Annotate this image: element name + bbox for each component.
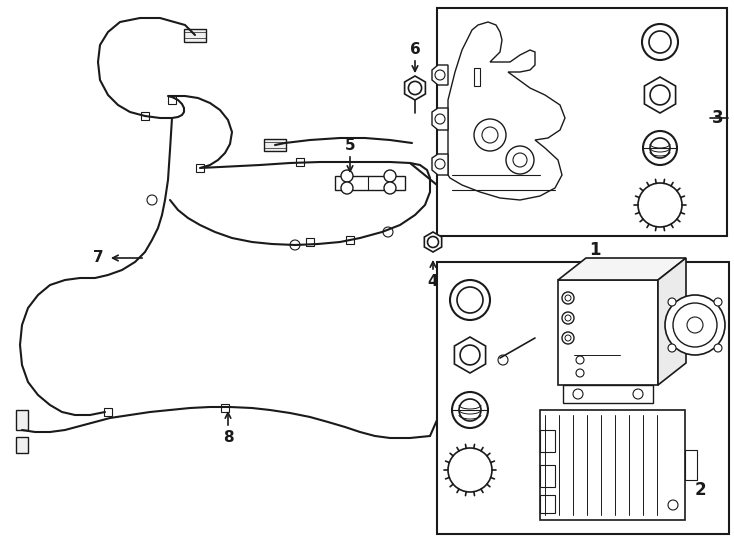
Circle shape [565,315,571,321]
Circle shape [474,119,506,151]
Circle shape [573,389,583,399]
Polygon shape [454,337,486,373]
Polygon shape [432,65,448,85]
Polygon shape [404,76,426,100]
Bar [264,139,286,151]
Bar [16,437,28,453]
Text: 4: 4 [428,274,438,289]
Bar [437,8,727,236]
Circle shape [408,82,421,94]
Circle shape [562,332,574,344]
Circle shape [668,500,678,510]
Circle shape [638,183,682,227]
Polygon shape [658,258,686,385]
Bar [16,410,28,430]
Circle shape [645,190,675,220]
Circle shape [643,131,677,165]
Circle shape [450,280,490,320]
Polygon shape [432,154,448,175]
Bar [685,450,697,480]
Bar [558,280,658,385]
Circle shape [383,227,393,237]
Text: 7: 7 [92,251,103,266]
Circle shape [482,127,498,143]
Circle shape [668,298,676,306]
Circle shape [384,182,396,194]
Circle shape [384,170,396,182]
Circle shape [341,182,353,194]
Circle shape [341,170,353,182]
Bar [184,29,206,42]
Circle shape [673,303,717,347]
Bar [540,495,555,513]
Text: 3: 3 [712,109,724,127]
Circle shape [290,240,300,250]
Circle shape [650,85,670,105]
Circle shape [459,399,481,421]
Polygon shape [104,408,112,416]
Circle shape [687,317,703,333]
Circle shape [460,345,480,365]
Circle shape [435,114,445,124]
Circle shape [649,31,671,53]
Circle shape [455,455,485,485]
Circle shape [498,355,508,365]
Polygon shape [221,404,229,412]
Polygon shape [424,232,442,252]
Polygon shape [196,164,204,172]
Circle shape [513,153,527,167]
Circle shape [642,24,678,60]
Circle shape [562,312,574,324]
Circle shape [147,195,157,205]
Polygon shape [644,77,675,113]
Circle shape [565,335,571,341]
Circle shape [650,138,670,158]
Text: 8: 8 [222,430,233,445]
Bar [540,410,685,520]
Text: 6: 6 [410,43,421,57]
Circle shape [448,448,492,492]
Circle shape [576,369,584,377]
Polygon shape [346,236,354,244]
Circle shape [565,295,571,301]
Bar [540,465,555,487]
Bar [474,68,480,86]
Polygon shape [448,22,565,200]
Polygon shape [168,96,176,104]
Bar [437,262,729,534]
Text: 5: 5 [345,138,355,153]
Polygon shape [141,112,149,120]
Polygon shape [306,238,314,246]
Circle shape [457,287,483,313]
Circle shape [562,292,574,304]
Circle shape [714,298,722,306]
Circle shape [714,344,722,352]
Circle shape [452,392,488,428]
Circle shape [576,356,584,364]
Bar [335,176,405,190]
Circle shape [427,237,438,247]
Circle shape [665,295,725,355]
Circle shape [435,159,445,169]
Bar [540,430,555,452]
Polygon shape [432,108,448,130]
Circle shape [668,344,676,352]
Circle shape [506,146,534,174]
Circle shape [435,70,445,80]
Circle shape [633,389,643,399]
Bar [563,385,653,403]
Polygon shape [558,258,686,280]
Text: 1: 1 [589,241,600,259]
Polygon shape [296,158,304,166]
Text: 2: 2 [694,481,706,499]
